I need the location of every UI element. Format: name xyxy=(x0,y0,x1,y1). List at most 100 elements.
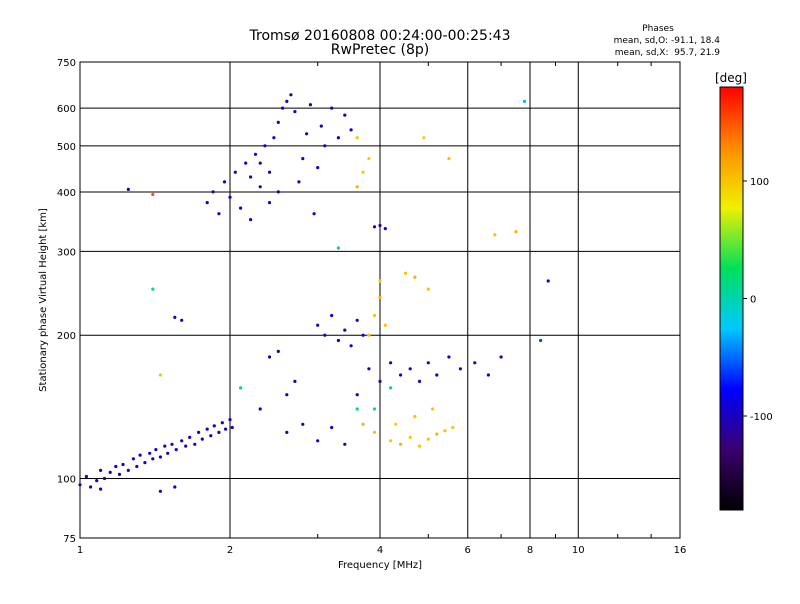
data-point xyxy=(239,386,243,390)
data-point xyxy=(151,192,155,197)
data-point xyxy=(413,414,417,419)
data-point xyxy=(458,367,462,371)
data-point xyxy=(293,379,297,383)
data-point xyxy=(378,379,382,383)
data-point xyxy=(372,430,377,434)
data-point xyxy=(143,461,147,465)
data-point xyxy=(276,190,280,194)
data-point xyxy=(180,318,184,322)
data-point xyxy=(301,422,305,426)
data-point xyxy=(372,313,377,318)
chart-title: Tromsø 20160808 00:24:00-00:25:43 xyxy=(249,28,511,44)
stats-x-line: mean, sd,X: 95.7, 21.9 xyxy=(615,48,721,58)
data-point xyxy=(546,279,550,283)
data-point xyxy=(158,373,162,377)
data-point xyxy=(361,170,365,174)
data-point xyxy=(367,367,371,371)
data-point xyxy=(349,344,353,348)
data-point xyxy=(355,407,359,411)
data-point xyxy=(349,128,353,132)
x-tick-label: 1 xyxy=(77,545,83,556)
data-point xyxy=(228,418,232,422)
data-point xyxy=(539,338,543,343)
data-point xyxy=(258,161,262,165)
data-point xyxy=(131,457,135,461)
data-point xyxy=(316,166,320,170)
colorbar xyxy=(719,86,744,511)
x-tick-label: 4 xyxy=(377,545,383,556)
data-point xyxy=(522,99,527,103)
data-point xyxy=(343,113,347,117)
data-point xyxy=(499,355,503,359)
data-point xyxy=(184,444,188,448)
data-point xyxy=(193,442,197,446)
data-point xyxy=(230,425,234,430)
data-point xyxy=(258,407,262,411)
x-tick-label: 2 xyxy=(227,545,233,556)
data-point xyxy=(435,432,439,436)
data-point xyxy=(394,422,398,426)
data-point xyxy=(158,489,162,493)
data-point xyxy=(435,373,439,377)
data-point xyxy=(372,407,377,411)
data-point xyxy=(422,136,426,140)
data-point xyxy=(399,373,403,377)
x-tick-label: 6 xyxy=(465,545,471,556)
data-point xyxy=(272,136,276,140)
data-point xyxy=(205,427,209,431)
colorbar-tick-label: -100 xyxy=(750,412,773,423)
data-point xyxy=(267,355,272,359)
data-point xyxy=(253,152,258,156)
data-point xyxy=(117,472,122,476)
data-point xyxy=(355,393,359,397)
data-point xyxy=(378,223,382,228)
data-point xyxy=(267,170,272,174)
data-point xyxy=(148,451,152,455)
data-point xyxy=(389,386,393,390)
data-point xyxy=(244,161,248,165)
data-point xyxy=(312,212,316,216)
data-point xyxy=(289,93,293,97)
data-point xyxy=(361,422,365,426)
y-tick-label: 750 xyxy=(57,58,76,69)
data-point xyxy=(228,195,232,199)
data-point xyxy=(426,361,430,365)
plot-area: 1 2 4 6 8 10 16 75 100 200 300 400 500 600 750 100 0 -100 xyxy=(57,58,773,556)
data-point xyxy=(217,212,221,216)
data-point xyxy=(170,442,174,446)
x-tick-label: 8 xyxy=(527,545,533,556)
x-axis-label: Frequency [MHz] xyxy=(338,560,422,571)
data-point xyxy=(316,323,320,327)
data-point xyxy=(151,457,155,461)
data-point xyxy=(121,462,125,467)
data-point xyxy=(220,421,224,425)
y-tick-label: 200 xyxy=(57,331,76,342)
data-point xyxy=(180,439,184,443)
stats-o-line: mean, sd,O: -91.1, 18.4 xyxy=(614,36,721,46)
data-point xyxy=(276,349,280,353)
data-point xyxy=(233,170,237,174)
data-point xyxy=(211,190,215,194)
data-point xyxy=(473,361,477,365)
data-point xyxy=(285,430,289,434)
data-point xyxy=(89,485,93,489)
data-point xyxy=(403,271,408,275)
data-point xyxy=(239,206,243,210)
data-point xyxy=(378,279,382,283)
data-point xyxy=(78,483,82,487)
y-tick-label: 300 xyxy=(57,247,76,258)
data-point xyxy=(486,373,490,377)
y-tick-label: 500 xyxy=(57,142,76,153)
data-point xyxy=(209,434,213,438)
data-point xyxy=(355,318,359,322)
data-point xyxy=(249,175,253,179)
data-point xyxy=(95,479,99,483)
data-point xyxy=(135,464,139,469)
data-point xyxy=(383,323,387,327)
data-point xyxy=(378,295,382,300)
data-point xyxy=(355,136,359,140)
y-tick-label: 400 xyxy=(57,188,76,199)
data-point xyxy=(297,180,301,184)
